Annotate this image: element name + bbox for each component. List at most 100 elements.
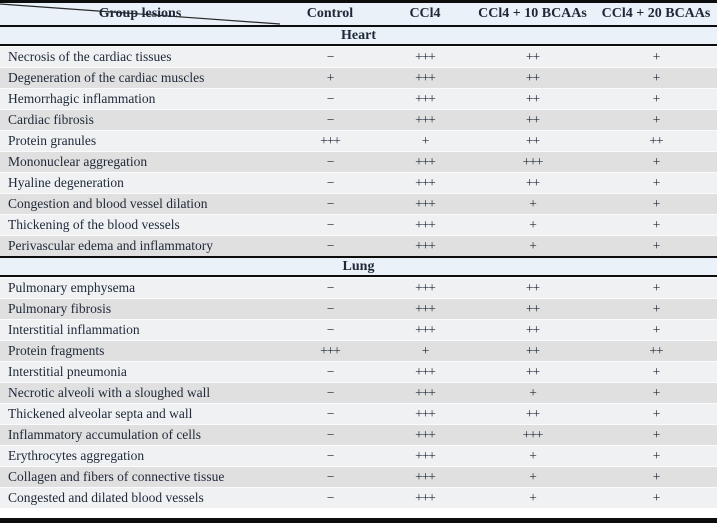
severity-value: + (652, 238, 661, 253)
severity-value: − (326, 238, 335, 253)
severity-value: − (326, 469, 335, 484)
severity-value: +++ (415, 469, 436, 484)
lesion-name: Thickening of the blood vessels (8, 217, 180, 232)
severity-value: + (652, 91, 661, 106)
header-row: Group lesions Control CCl4 CCl4 + 10 BCA… (0, 3, 717, 25)
severity-value: ++ (649, 133, 663, 148)
table-row: Pulmonary fibrosis − +++ ++ + (0, 298, 717, 319)
severity-value: ++ (525, 70, 540, 85)
table-row: Hyaline degeneration − +++ ++ + (0, 172, 717, 193)
severity-value: − (326, 91, 335, 106)
severity-value: +++ (522, 154, 544, 169)
severity-value: + (652, 322, 661, 337)
severity-value: +++ (415, 427, 436, 442)
severity-value: + (652, 280, 661, 295)
severity-value: − (326, 154, 335, 169)
severity-value: − (326, 385, 335, 400)
section-band: Lung (0, 256, 717, 277)
severity-value: +++ (522, 427, 544, 442)
lesion-name: Protein fragments (8, 343, 105, 358)
lesion-name: Mononuclear aggregation (8, 154, 148, 169)
severity-value: + (652, 217, 661, 232)
lesion-name: Pulmonary fibrosis (8, 301, 112, 316)
severity-value: + (421, 133, 430, 148)
severity-value: + (652, 490, 661, 505)
severity-value: ++ (525, 322, 540, 337)
severity-value: − (326, 280, 335, 295)
severity-value: − (326, 364, 335, 379)
lesion-name: Hemorrhagic inflammation (8, 91, 156, 106)
severity-value: ++ (525, 91, 540, 106)
severity-value: ++ (525, 364, 540, 379)
table-row: Protein granules +++ + ++ ++ (0, 130, 717, 151)
severity-value: + (421, 343, 430, 358)
severity-value: + (652, 385, 661, 400)
lesion-name: Interstitial pneumonia (8, 364, 127, 379)
diagonal-split-line (0, 3, 280, 25)
severity-value: +++ (415, 112, 436, 127)
lesion-name: Degeneration of the cardiac muscles (8, 70, 205, 85)
lesion-name: Inflammatory accumulation of cells (8, 427, 202, 442)
severity-value: ++ (525, 343, 540, 358)
table-body: Heart Necrosis of the cardiac tissues − +++… (0, 25, 717, 518)
severity-value: ++ (525, 49, 540, 64)
table-row: Pulmonary emphysema − +++ ++ + (0, 277, 717, 298)
severity-value: − (326, 175, 335, 190)
severity-value: + (529, 217, 537, 232)
severity-value: ++ (525, 406, 540, 421)
table-row: Collagen and fibers of connective tissue… (0, 466, 717, 487)
severity-value: − (326, 49, 335, 64)
lesion-name: Necrosis of the cardiac tissues (8, 49, 172, 64)
severity-value: + (529, 385, 537, 400)
table-row: Interstitial inflammation − +++ ++ + (0, 319, 717, 340)
severity-value: +++ (415, 70, 436, 85)
severity-value: +++ (415, 154, 436, 169)
severity-value: − (326, 322, 335, 337)
group-lesions-label: Group lesions (98, 6, 182, 21)
severity-value: + (529, 196, 537, 211)
lesion-name: Pulmonary emphysema (8, 280, 136, 295)
column-header-ccl4-20bcaas: CCl4 + 20 BCAAs (601, 6, 711, 21)
severity-value: +++ (320, 133, 341, 148)
column-header-ccl4-10bcaas: CCl4 + 10 BCAAs (478, 6, 587, 21)
severity-value: − (326, 406, 335, 421)
table-row: Mononuclear aggregation − +++ +++ + (0, 151, 717, 172)
severity-value: + (652, 448, 661, 463)
severity-value: +++ (415, 175, 436, 190)
severity-value: +++ (415, 280, 436, 295)
severity-value: + (652, 469, 661, 484)
severity-value: − (326, 301, 335, 316)
severity-value: +++ (415, 406, 436, 421)
column-header-control: Control (306, 6, 354, 21)
severity-value: + (652, 112, 661, 127)
severity-value: + (652, 154, 661, 169)
severity-value: + (529, 469, 537, 484)
severity-value: +++ (415, 448, 436, 463)
severity-value: ++ (525, 301, 540, 316)
lesion-name: Congestion and blood vessel dilation (8, 196, 208, 211)
table-row: Congested and dilated blood vessels − +++ +… (0, 487, 717, 508)
section-band: Heart (0, 25, 717, 46)
severity-value: +++ (415, 217, 436, 232)
severity-value: + (652, 49, 661, 64)
table-row: Necrosis of the cardiac tissues − +++ ++ + (0, 46, 717, 67)
severity-value: ++ (649, 343, 663, 358)
severity-value: ++ (525, 133, 540, 148)
lesion-name: Perivascular edema and inflammatory (8, 238, 214, 253)
severity-value: +++ (415, 322, 436, 337)
table-row: Thickening of the blood vessels − +++ + + (0, 214, 717, 235)
column-header-ccl4: CCl4 (409, 6, 441, 21)
severity-value: +++ (415, 301, 436, 316)
severity-value: +++ (415, 385, 436, 400)
table-row: Cardiac fibrosis − +++ ++ + (0, 109, 717, 130)
severity-value: + (652, 175, 661, 190)
severity-value: + (652, 427, 661, 442)
severity-value: +++ (415, 364, 436, 379)
severity-value: − (326, 112, 335, 127)
severity-value: − (326, 448, 335, 463)
severity-value: +++ (415, 490, 436, 505)
lesion-name: Interstitial inflammation (8, 322, 140, 337)
lesion-name: Thickened alveolar septa and wall (8, 406, 193, 421)
lesion-name: Necrotic alveoli with a sloughed wall (8, 385, 211, 400)
group-lesions-cell: Group lesions (0, 3, 280, 25)
